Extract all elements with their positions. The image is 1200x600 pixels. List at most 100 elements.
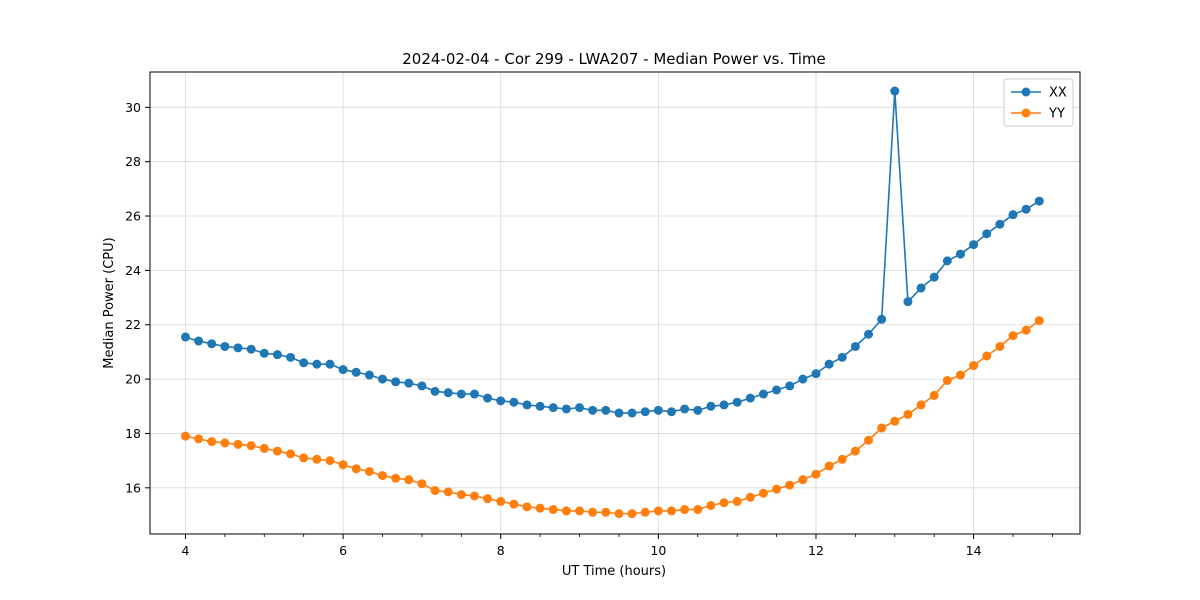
series-yy-point <box>666 506 676 516</box>
y-tick-label: 22 <box>125 317 141 332</box>
series-yy-point <box>982 351 992 361</box>
series-yy-point <box>693 505 703 515</box>
y-axis-label: Median Power (CPU) <box>102 237 117 368</box>
y-tick-label: 18 <box>125 426 141 441</box>
series-xx-point <box>404 378 414 388</box>
series-xx-point <box>391 377 401 387</box>
series-yy-point <box>548 505 558 515</box>
series-yy-point <box>456 490 466 500</box>
series-xx-point <box>877 314 887 324</box>
series-xx-point <box>272 350 282 360</box>
series-yy-point <box>1008 331 1018 341</box>
series-yy-point <box>194 434 204 444</box>
grid <box>150 72 1080 534</box>
chart-title: 2024-02-04 - Cor 299 - LWA207 - Median P… <box>402 50 826 68</box>
series-xx-point <box>456 389 466 399</box>
legend-swatch-marker <box>1021 108 1031 118</box>
series-xx-point <box>772 385 782 395</box>
series-yy-point <box>272 446 282 456</box>
legend-swatch-marker <box>1021 87 1031 97</box>
series-xx-point <box>535 401 545 411</box>
series-xx-point <box>194 336 204 346</box>
series-xx-point <box>601 405 611 415</box>
series-xx-point <box>509 397 519 407</box>
series-xx-point <box>469 389 479 399</box>
legend-label: XX <box>1049 86 1067 101</box>
series-xx-point <box>548 403 558 413</box>
series-yy-point <box>837 454 847 464</box>
series-yy-point <box>588 507 598 517</box>
y-tick-label: 30 <box>125 100 141 115</box>
series-xx-point <box>312 359 322 369</box>
series-yy-point <box>443 487 453 497</box>
x-tick-label: 8 <box>497 543 505 558</box>
series-yy <box>180 316 1044 519</box>
series-yy-point <box>916 400 926 410</box>
series-yy-point <box>496 496 506 506</box>
series-yy-point <box>942 375 952 385</box>
series-yy-point <box>627 509 637 519</box>
series-yy-point <box>180 431 190 441</box>
x-axis-label: UT Time (hours) <box>562 564 666 579</box>
series-yy-point <box>351 464 361 474</box>
series-xx-point <box>653 405 663 415</box>
x-axis: 4 6 8 10 12 14 <box>181 534 1053 558</box>
series-xx-point <box>180 332 190 342</box>
series-yy-point <box>798 475 808 485</box>
series-xx-point <box>483 393 493 403</box>
series-yy-point <box>955 370 965 380</box>
series-xx-point <box>522 400 532 410</box>
series-xx-point <box>561 404 571 414</box>
series-yy-point <box>364 466 374 476</box>
series-xx-point <box>706 401 716 411</box>
series-yy-point <box>969 361 979 371</box>
series-xx-point <box>758 389 768 399</box>
series-yy-point <box>246 441 256 451</box>
series-xx-point <box>666 407 676 417</box>
series-yy-point <box>299 453 309 463</box>
series-yy-point <box>233 439 243 449</box>
series-yy-point <box>338 460 348 470</box>
series-xx-point <box>732 397 742 407</box>
series-xx-point <box>811 369 821 379</box>
series-yy-point <box>535 503 545 513</box>
series-yy-point <box>680 505 690 515</box>
series-yy-point <box>929 390 939 400</box>
series-xx-point <box>969 240 979 250</box>
series-xx-point <box>942 256 952 266</box>
series-yy-point <box>785 480 795 490</box>
series-yy-point <box>772 484 782 494</box>
series-xx-point <box>430 386 440 396</box>
series-yy-point <box>732 496 742 506</box>
series-yy-point <box>719 498 729 508</box>
series-xx-point <box>850 341 860 351</box>
series-yy-point <box>575 506 585 516</box>
series-yy-point <box>430 486 440 496</box>
series-yy-point <box>1034 316 1044 326</box>
plot-frame <box>149 71 1081 535</box>
series-yy-point <box>706 500 716 510</box>
series-xx-point <box>824 359 834 369</box>
series-xx-point <box>798 374 808 384</box>
series-yy-point <box>522 502 532 512</box>
series-yy-point <box>417 479 427 489</box>
series-xx-point <box>496 396 506 406</box>
series-xx-point <box>364 370 374 380</box>
y-tick-label: 26 <box>125 209 141 224</box>
series-yy-point <box>614 509 624 519</box>
series-yy-point <box>850 446 860 456</box>
series-xx-point <box>246 344 256 354</box>
series-yy-point <box>811 469 821 479</box>
series-xx-point <box>929 272 939 282</box>
series-xx-point <box>575 403 585 413</box>
y-tick-label: 28 <box>125 154 141 169</box>
series-yy-point <box>469 491 479 501</box>
series-xx-point <box>417 381 427 391</box>
x-tick-label: 4 <box>181 543 189 558</box>
y-tick-label: 16 <box>125 480 141 495</box>
series-yy-point <box>877 423 887 433</box>
series-xx-point <box>443 388 453 398</box>
series-yy-point <box>903 409 913 419</box>
